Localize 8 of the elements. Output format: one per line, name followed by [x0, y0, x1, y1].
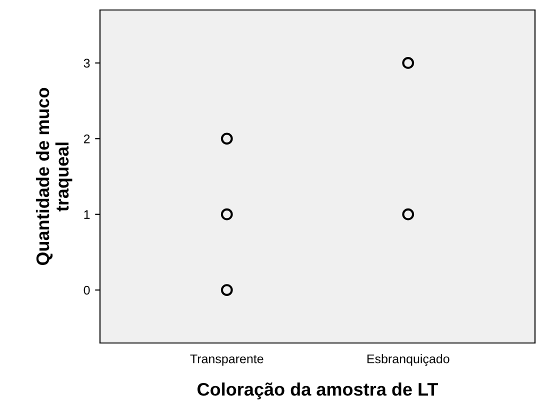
y-tick-label: 3	[84, 58, 90, 68]
x-axis-title: Coloração da amostra de LT	[198, 382, 438, 400]
y-axis-title: Quantidade de muco traqueal	[36, 88, 72, 266]
y-tick-label: 0	[84, 286, 90, 295]
x-tick-label: Transparente	[190, 354, 264, 366]
y-tick-label: 1	[84, 210, 90, 219]
x-tick-label: Esbranquiçado	[367, 354, 450, 366]
y-tick-label: 2	[84, 134, 90, 144]
